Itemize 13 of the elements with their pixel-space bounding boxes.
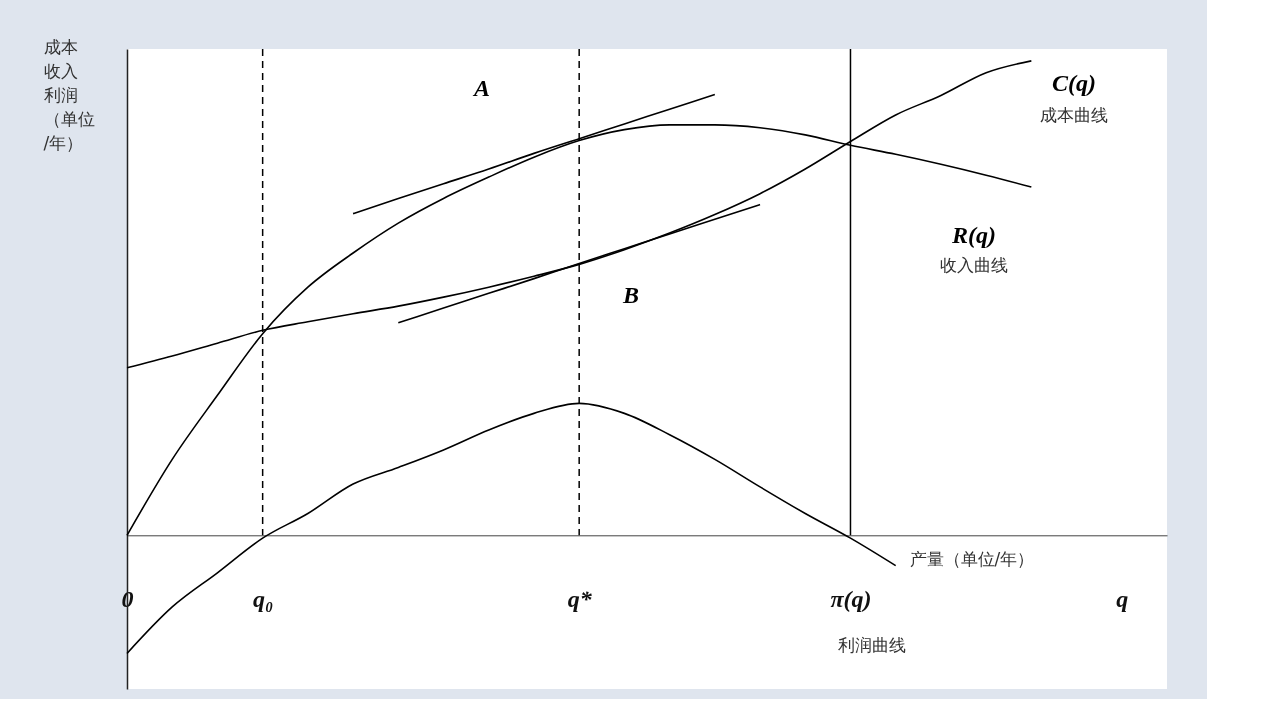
annotation: A	[471, 75, 491, 101]
annotation: B	[621, 282, 640, 308]
annotation: R(q)	[951, 222, 996, 248]
annotation: C(q)	[1052, 70, 1096, 96]
x-tick-label: q*	[567, 585, 593, 612]
x-axis-title: 产量（单位/年）	[909, 548, 1035, 569]
annotation: 利润曲线	[838, 635, 906, 655]
x-tick-label: q₀	[252, 585, 274, 612]
x-tick-label: q	[1116, 585, 1129, 612]
x-tick-label: π(q)	[830, 585, 872, 612]
annotation: 收入曲线	[940, 255, 1008, 275]
y-axis-title: 成本收入利润（单位/年）	[43, 36, 95, 153]
annotation: 成本曲线	[1040, 105, 1108, 125]
